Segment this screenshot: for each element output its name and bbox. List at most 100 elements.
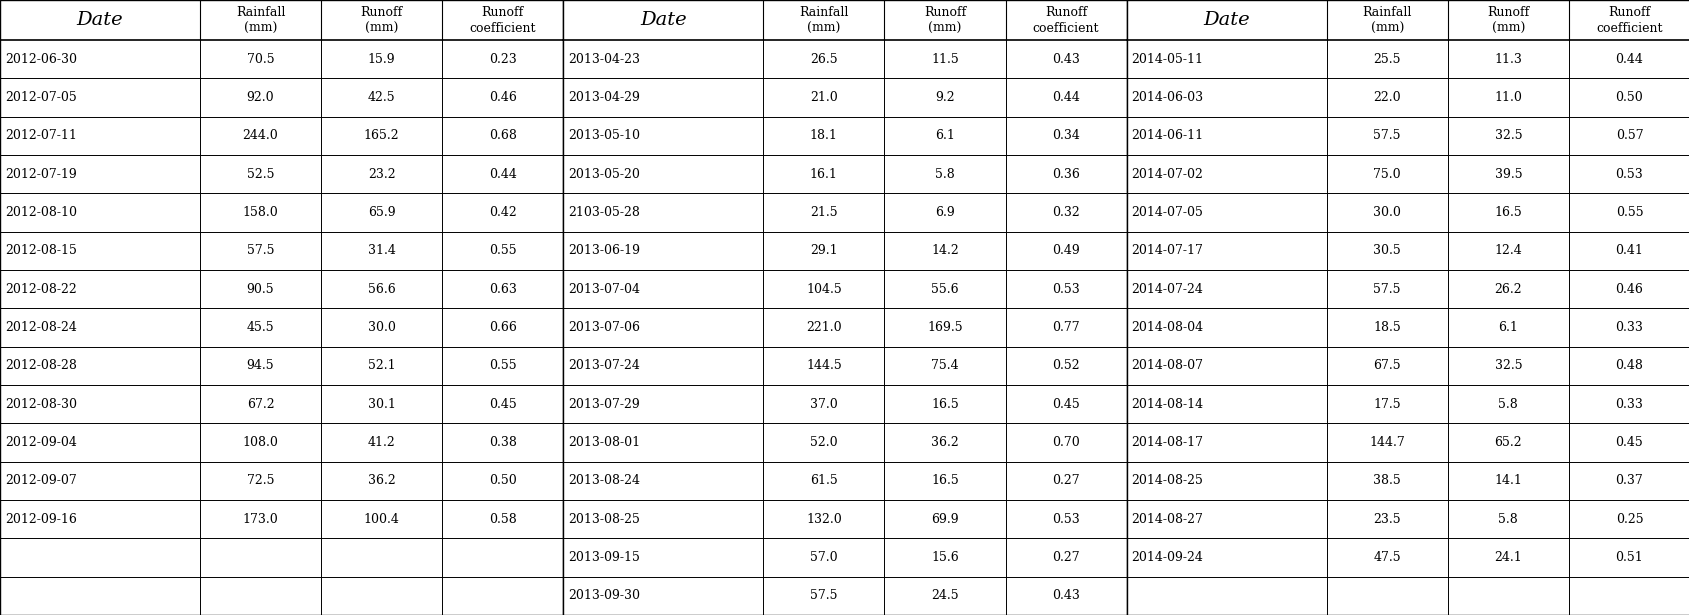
Text: 17.5: 17.5 [1373,398,1400,411]
Text: 0.43: 0.43 [1052,589,1079,602]
Text: 2013-07-24: 2013-07-24 [568,359,640,372]
Text: 0.25: 0.25 [1615,513,1642,526]
Text: 42.5: 42.5 [368,91,395,104]
Text: 2014-08-07: 2014-08-07 [1132,359,1203,372]
Text: Date: Date [76,11,123,29]
Text: 0.33: 0.33 [1615,398,1642,411]
Text: 22.0: 22.0 [1373,91,1400,104]
Text: 0.53: 0.53 [1052,513,1079,526]
Text: 55.6: 55.6 [931,283,958,296]
Text: 2013-04-29: 2013-04-29 [568,91,640,104]
Text: 5.8: 5.8 [1498,513,1517,526]
Text: 94.5: 94.5 [247,359,274,372]
Text: 30.0: 30.0 [368,321,395,334]
Text: 11.0: 11.0 [1493,91,1522,104]
Bar [0,0,562,615]
Text: 108.0: 108.0 [243,436,279,449]
Text: 144.7: 144.7 [1368,436,1404,449]
Text: 2014-07-05: 2014-07-05 [1132,206,1203,219]
Text: 0.37: 0.37 [1615,474,1642,487]
Text: 144.5: 144.5 [806,359,841,372]
Text: 2014-08-27: 2014-08-27 [1132,513,1203,526]
Text: Runoff
coefficient: Runoff coefficient [1594,6,1662,34]
Text: 0.53: 0.53 [1615,168,1642,181]
Text: 0.51: 0.51 [1615,551,1642,564]
Text: 65.9: 65.9 [368,206,395,219]
Text: 0.45: 0.45 [1052,398,1079,411]
Text: 39.5: 39.5 [1493,168,1522,181]
Text: 0.46: 0.46 [488,91,517,104]
Text: 0.63: 0.63 [488,283,517,296]
Text: 0.27: 0.27 [1052,474,1079,487]
Text: 2014-09-24: 2014-09-24 [1132,551,1203,564]
Text: 0.53: 0.53 [1052,283,1079,296]
Text: 0.58: 0.58 [488,513,517,526]
Text: 69.9: 69.9 [931,513,958,526]
Text: 57.5: 57.5 [247,244,274,257]
Text: 12.4: 12.4 [1493,244,1522,257]
Text: 2014-08-17: 2014-08-17 [1132,436,1203,449]
Text: 18.1: 18.1 [809,129,838,142]
Text: 2012-08-24: 2012-08-24 [5,321,76,334]
Text: 36.2: 36.2 [368,474,395,487]
Text: 2013-09-15: 2013-09-15 [568,551,640,564]
Text: 2013-08-01: 2013-08-01 [568,436,640,449]
Text: 0.70: 0.70 [1052,436,1079,449]
Text: 158.0: 158.0 [243,206,279,219]
Text: 2014-06-03: 2014-06-03 [1132,91,1203,104]
Text: 92.0: 92.0 [247,91,274,104]
Text: 2013-07-04: 2013-07-04 [568,283,640,296]
Text: 11.5: 11.5 [931,53,958,66]
Text: 47.5: 47.5 [1373,551,1400,564]
Text: 38.5: 38.5 [1373,474,1400,487]
Bar [1127,0,1689,615]
Text: 2014-07-02: 2014-07-02 [1132,168,1203,181]
Text: 2013-04-23: 2013-04-23 [568,53,640,66]
Text: 169.5: 169.5 [927,321,963,334]
Text: 2014-08-04: 2014-08-04 [1132,321,1203,334]
Text: 37.0: 37.0 [809,398,838,411]
Text: 0.45: 0.45 [488,398,517,411]
Text: 2012-07-11: 2012-07-11 [5,129,76,142]
Text: 5.8: 5.8 [934,168,954,181]
Text: 25.5: 25.5 [1373,53,1400,66]
Text: 2013-05-10: 2013-05-10 [568,129,640,142]
Text: Runoff
(mm): Runoff (mm) [924,6,966,34]
Text: 30.0: 30.0 [1373,206,1400,219]
Text: 2013-08-24: 2013-08-24 [568,474,640,487]
Text: 30.1: 30.1 [368,398,395,411]
Text: 0.42: 0.42 [488,206,517,219]
Text: 26.2: 26.2 [1493,283,1522,296]
Text: 24.1: 24.1 [1493,551,1522,564]
Text: 100.4: 100.4 [363,513,399,526]
Text: 18.5: 18.5 [1373,321,1400,334]
Text: 14.2: 14.2 [931,244,958,257]
Text: 75.4: 75.4 [931,359,958,372]
Text: 0.44: 0.44 [488,168,517,181]
Text: 6.1: 6.1 [1498,321,1517,334]
Text: 2013-07-06: 2013-07-06 [568,321,640,334]
Text: 57.5: 57.5 [1373,129,1400,142]
Text: 32.5: 32.5 [1493,129,1522,142]
Text: 6.1: 6.1 [934,129,954,142]
Text: 23.5: 23.5 [1373,513,1400,526]
Text: 9.2: 9.2 [934,91,954,104]
Text: 75.0: 75.0 [1373,168,1400,181]
Text: 67.5: 67.5 [1373,359,1400,372]
Text: 57.5: 57.5 [809,589,838,602]
Text: 104.5: 104.5 [806,283,841,296]
Text: 2012-08-28: 2012-08-28 [5,359,76,372]
Text: 45.5: 45.5 [247,321,274,334]
Text: 30.5: 30.5 [1373,244,1400,257]
Text: 0.32: 0.32 [1052,206,1079,219]
Text: 165.2: 165.2 [363,129,399,142]
Text: 23.2: 23.2 [368,168,395,181]
Text: 244.0: 244.0 [243,129,279,142]
Text: 2012-07-05: 2012-07-05 [5,91,76,104]
Text: 24.5: 24.5 [931,589,958,602]
Text: Runoff
(mm): Runoff (mm) [1486,6,1529,34]
Text: 70.5: 70.5 [247,53,274,66]
Text: 2012-09-04: 2012-09-04 [5,436,76,449]
Text: 0.77: 0.77 [1052,321,1079,334]
Text: 16.5: 16.5 [1493,206,1522,219]
